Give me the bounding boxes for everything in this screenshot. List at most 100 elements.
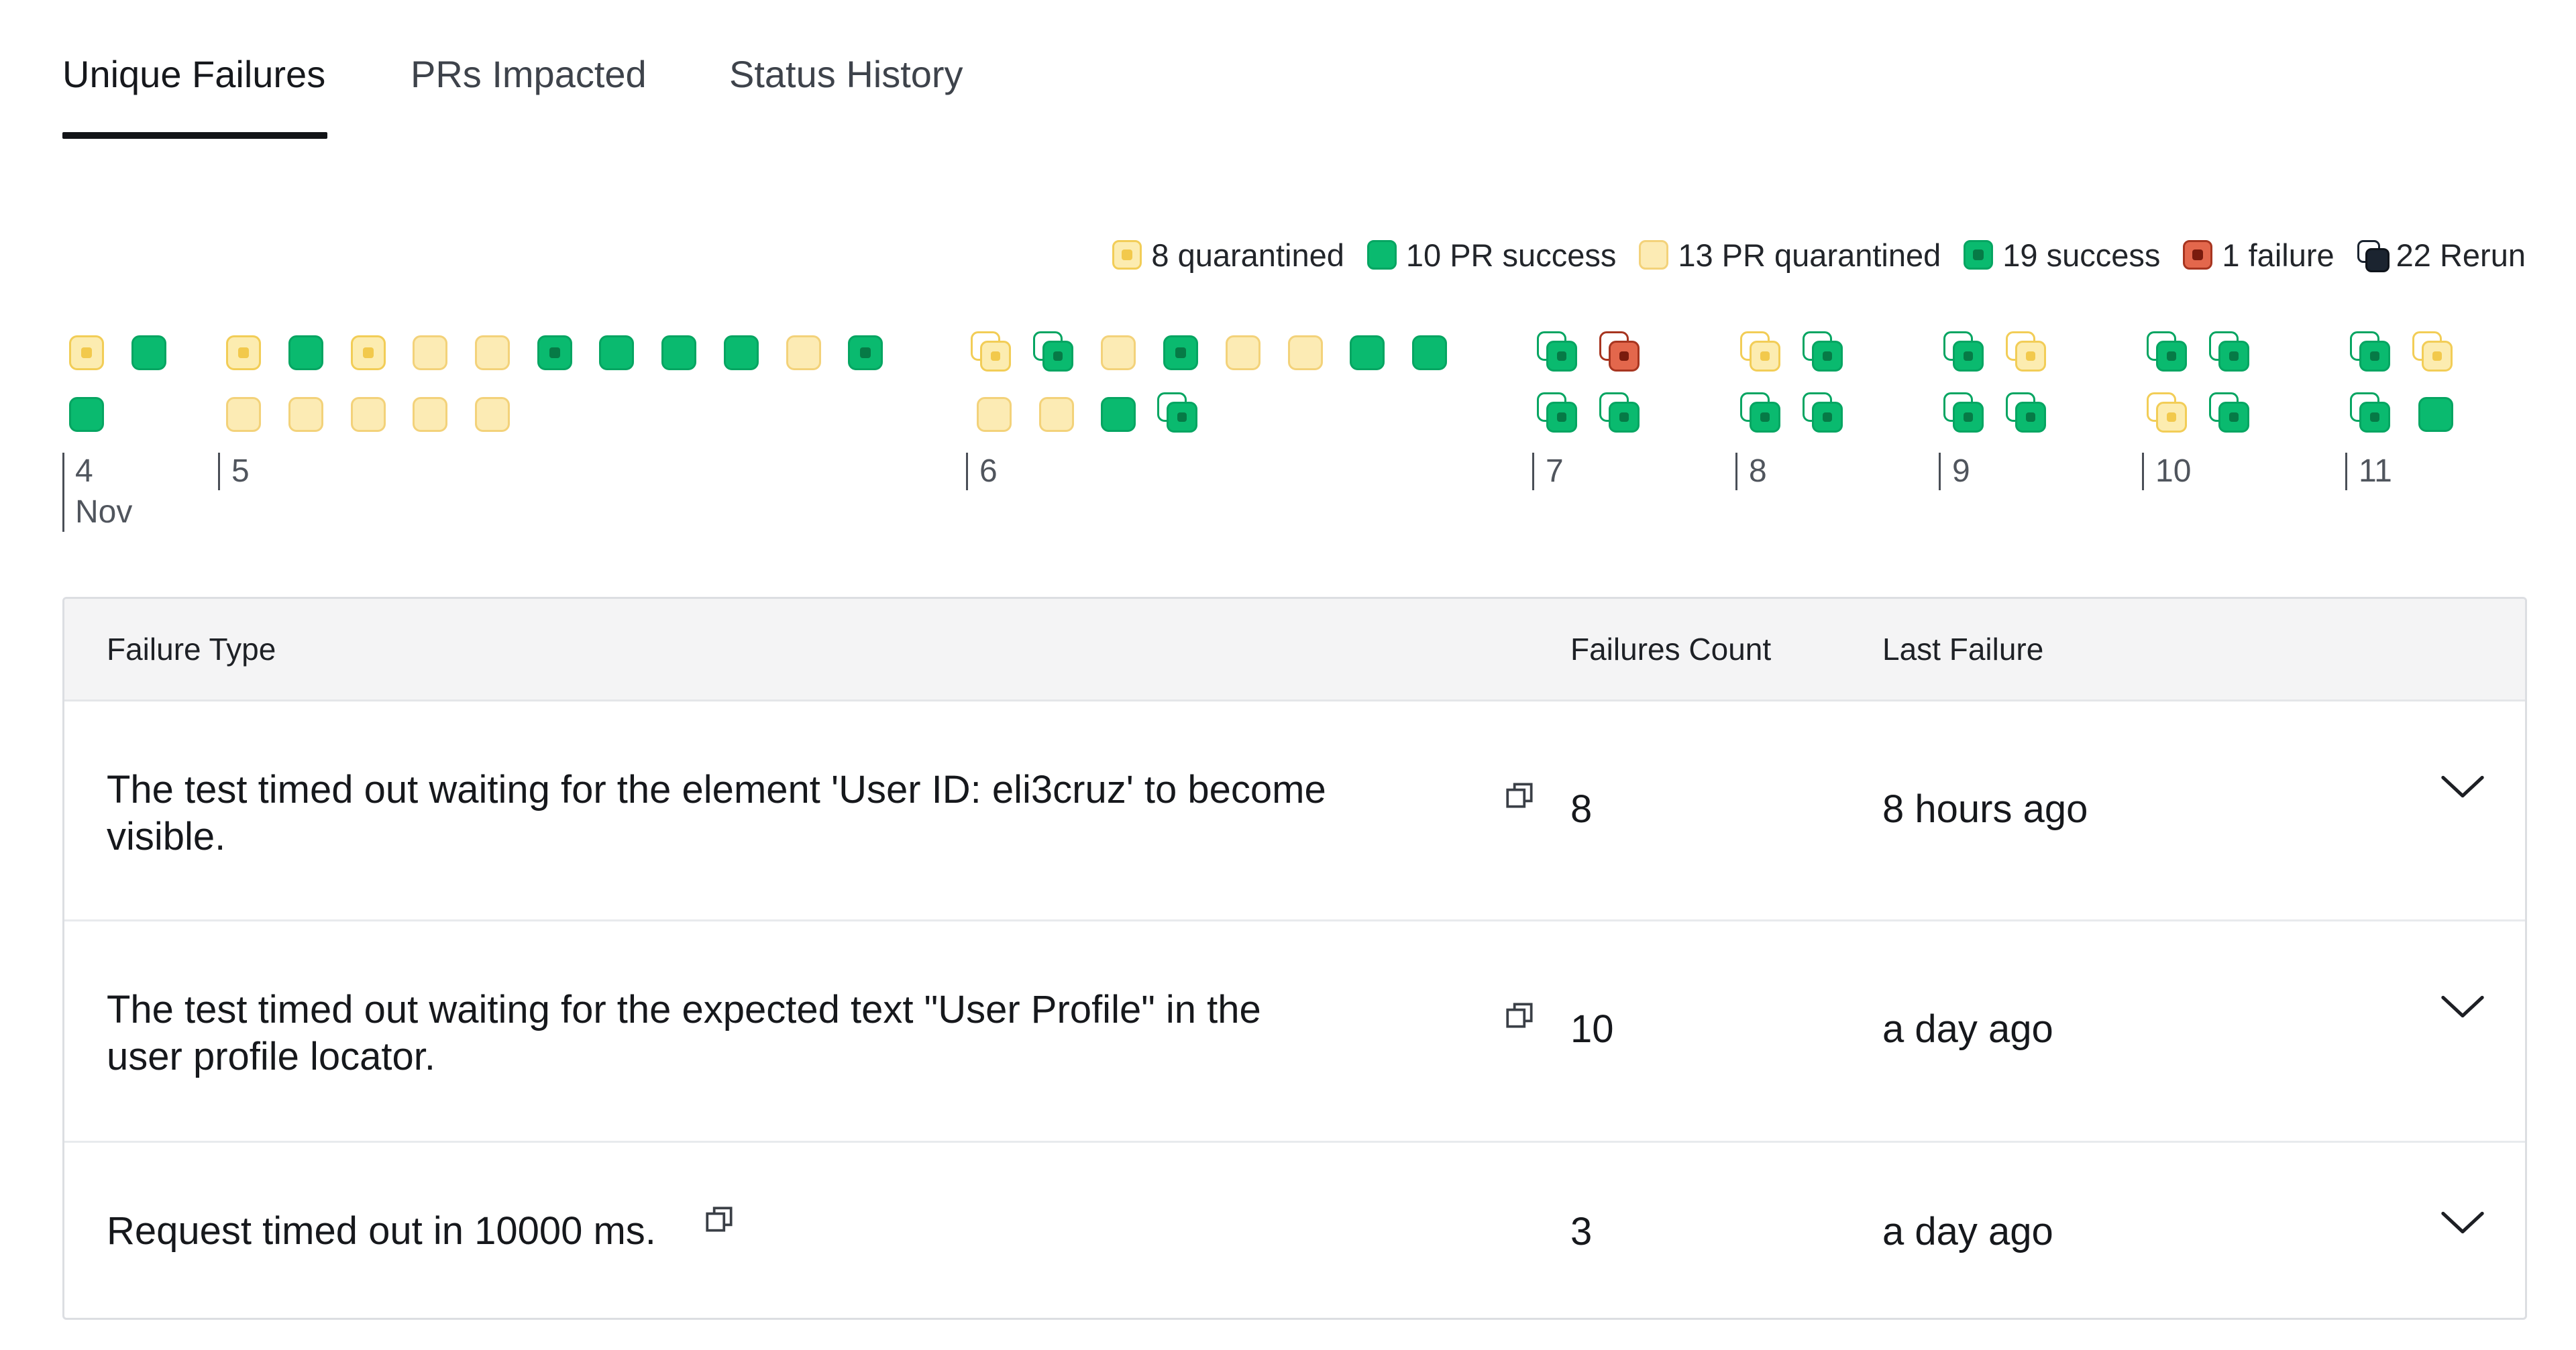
run-cell-rerun-success[interactable] xyxy=(2350,392,2390,433)
axis-day-label: 7 xyxy=(1546,453,1564,489)
axis-tick xyxy=(218,453,220,490)
failure-type-text: Request timed out in 10000 ms. xyxy=(107,1208,656,1255)
run-cell-rerun-success[interactable] xyxy=(2209,331,2249,372)
run-cell-success[interactable] xyxy=(1163,335,1198,370)
run-cell-pr-quarantined[interactable] xyxy=(475,335,510,370)
run-cell-rerun-success[interactable] xyxy=(1803,392,1843,433)
run-cell-rerun-success[interactable] xyxy=(1740,392,1780,433)
run-cell-rerun-quarantined[interactable] xyxy=(2006,331,2046,372)
run-cell-quarantined[interactable] xyxy=(351,335,386,370)
axis-day-label: 8 xyxy=(1749,453,1767,489)
axis-day-label: 4 xyxy=(75,453,93,489)
legend-pr-success[interactable]: 10 PR success xyxy=(1366,237,1617,274)
run-cell-pr-success[interactable] xyxy=(1350,335,1385,370)
run-cell-pr-quarantined[interactable] xyxy=(1226,335,1260,370)
run-cell-pr-success[interactable] xyxy=(599,335,634,370)
legend-label: 10 PR success xyxy=(1405,237,1617,273)
run-cell-rerun-success[interactable] xyxy=(2350,331,2390,372)
failure-type-text: The test timed out waiting for the eleme… xyxy=(107,767,1515,860)
run-cell-rerun-success[interactable] xyxy=(1537,392,1577,433)
run-cell-quarantined[interactable] xyxy=(226,335,261,370)
run-cell-rerun-success[interactable] xyxy=(1943,392,1984,433)
run-cell-pr-success[interactable] xyxy=(1412,335,1447,370)
legend-failure[interactable]: 1 failure xyxy=(2183,237,2334,274)
failures-count: 10 xyxy=(1570,1007,1614,1051)
run-cell-rerun-success[interactable] xyxy=(1803,331,1843,372)
column-header-last-failure[interactable]: Last Failure xyxy=(1882,632,2044,667)
copy-icon[interactable] xyxy=(1503,999,1537,1032)
legend-rerun[interactable]: 22 Rerun xyxy=(2357,237,2526,274)
axis-tick xyxy=(1939,453,1941,490)
run-cell-success[interactable] xyxy=(537,335,572,370)
tab-unique-failures[interactable]: Unique Failures xyxy=(62,53,326,95)
axis-day-label: 9 xyxy=(1952,453,1970,489)
legend-success[interactable]: 19 success xyxy=(1964,237,2160,274)
run-cell-rerun-success[interactable] xyxy=(2147,331,2187,372)
tab-status-history[interactable]: Status History xyxy=(729,53,963,95)
legend-label: 22 Rerun xyxy=(2396,237,2526,273)
run-cell-pr-success[interactable] xyxy=(1101,397,1136,432)
run-cell-rerun-failure[interactable] xyxy=(1599,331,1640,372)
run-cell-rerun-success[interactable] xyxy=(2209,392,2249,433)
run-cell-pr-quarantined[interactable] xyxy=(413,397,447,432)
failure-type-line: The test timed out waiting for the expec… xyxy=(107,988,1261,1031)
run-cell-pr-quarantined[interactable] xyxy=(786,335,821,370)
run-cell-rerun-success[interactable] xyxy=(1033,331,1073,372)
legend-label: 19 success xyxy=(2002,237,2161,273)
last-failure: 8 hours ago xyxy=(1882,787,2088,831)
run-cell-rerun-success[interactable] xyxy=(1537,331,1577,372)
copy-icon[interactable] xyxy=(703,1202,737,1236)
copy-icon[interactable] xyxy=(1503,779,1537,812)
failure-type-line: user profile locator. xyxy=(107,1035,436,1078)
run-cell-pr-quarantined[interactable] xyxy=(1288,335,1323,370)
run-cell-rerun-quarantined[interactable] xyxy=(1740,331,1780,372)
pr-quarantined-icon xyxy=(1639,240,1669,270)
axis-day-label: 11 xyxy=(2359,453,2392,489)
run-cell-pr-success[interactable] xyxy=(661,335,696,370)
axis-day-label: 6 xyxy=(979,453,998,489)
legend-label: 8 quarantined xyxy=(1151,237,1344,273)
chevron-down-icon[interactable] xyxy=(2439,1209,2486,1236)
tab-prs-impacted[interactable]: PRs Impacted xyxy=(411,53,647,95)
run-cell-quarantined[interactable] xyxy=(69,335,104,370)
table-row[interactable]: The test timed out waiting for the expec… xyxy=(64,919,2525,1143)
axis-tick xyxy=(2345,453,2347,490)
column-header-failures-count[interactable]: Failures Count xyxy=(1570,632,1772,667)
run-cell-pr-quarantined[interactable] xyxy=(288,397,323,432)
run-cell-rerun-quarantined[interactable] xyxy=(2147,392,2187,433)
quarantined-icon xyxy=(1112,240,1142,270)
run-cell-rerun-quarantined[interactable] xyxy=(2412,331,2453,372)
table-row[interactable]: The test timed out waiting for the eleme… xyxy=(64,699,2525,921)
table-row[interactable]: Request timed out in 10000 ms. 3 a day a… xyxy=(64,1141,2525,1318)
run-cell-rerun-success[interactable] xyxy=(1157,392,1197,433)
active-tab-indicator xyxy=(62,132,327,139)
run-cell-pr-quarantined[interactable] xyxy=(413,335,447,370)
success-icon xyxy=(1964,240,1994,270)
run-cell-pr-quarantined[interactable] xyxy=(351,397,386,432)
run-cell-pr-success[interactable] xyxy=(2418,397,2453,432)
run-cell-pr-success[interactable] xyxy=(131,335,166,370)
run-cell-pr-quarantined[interactable] xyxy=(226,397,261,432)
failure-icon xyxy=(2183,240,2213,270)
run-cell-rerun-success[interactable] xyxy=(1943,331,1984,372)
legend-pr-quarantined[interactable]: 13 PR quarantined xyxy=(1639,237,1941,274)
chevron-down-icon[interactable] xyxy=(2439,773,2486,800)
run-cell-rerun-quarantined[interactable] xyxy=(971,331,1011,372)
chevron-down-icon[interactable] xyxy=(2439,993,2486,1020)
run-cell-success[interactable] xyxy=(848,335,883,370)
run-cell-rerun-success[interactable] xyxy=(1599,392,1640,433)
run-cell-rerun-success[interactable] xyxy=(2006,392,2046,433)
column-header-failure-type[interactable]: Failure Type xyxy=(107,632,276,667)
axis-tick xyxy=(1532,453,1534,490)
legend-quarantined[interactable]: 8 quarantined xyxy=(1112,237,1344,274)
pr-success-icon xyxy=(1366,240,1397,270)
run-cell-pr-quarantined[interactable] xyxy=(1101,335,1136,370)
axis-day-label: 5 xyxy=(231,453,250,489)
run-cell-pr-quarantined[interactable] xyxy=(977,397,1012,432)
run-cell-pr-quarantined[interactable] xyxy=(1039,397,1074,432)
run-cell-pr-success[interactable] xyxy=(69,397,104,432)
axis-tick xyxy=(2142,453,2144,490)
run-cell-pr-success[interactable] xyxy=(288,335,323,370)
run-cell-pr-success[interactable] xyxy=(724,335,759,370)
run-cell-pr-quarantined[interactable] xyxy=(475,397,510,432)
